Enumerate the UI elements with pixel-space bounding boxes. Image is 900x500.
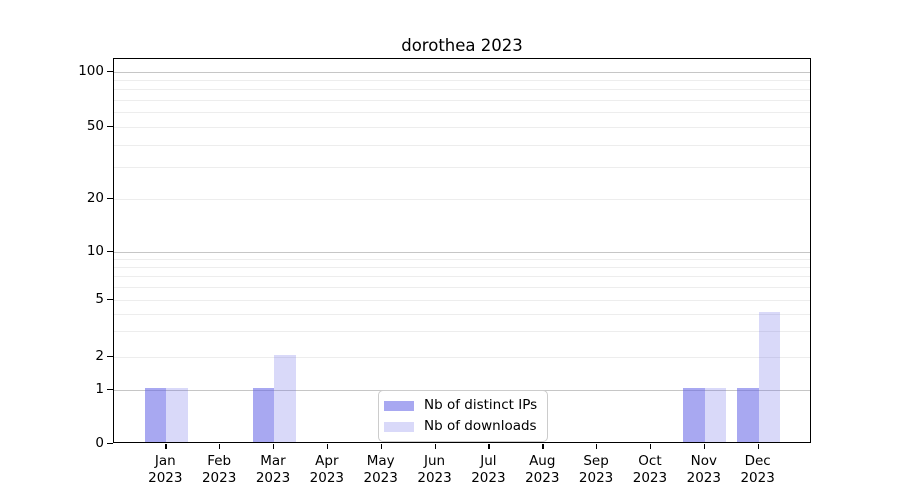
x-tick-mark-jan-2023 (165, 444, 167, 449)
x-tick-label-jan-2023: Jan 2023 (148, 453, 183, 486)
gridline-9 (114, 258, 810, 260)
y-tick-label-0: 0 (95, 435, 104, 451)
gridline-40 (114, 144, 810, 146)
x-tick-label-nov-2023: Nov 2023 (686, 453, 721, 486)
chart-title: dorothea 2023 (401, 36, 523, 55)
x-tick-label-dec-2023: Dec 2023 (740, 453, 775, 486)
legend-swatch-distinct-ips (384, 400, 414, 411)
bar-nb-of-distinct-ips-dec-2023 (737, 388, 759, 442)
legend-item-distinct-ips: Nb of distinct IPs (384, 397, 537, 414)
y-tick-label-2: 2 (95, 347, 104, 364)
y-tick-label-5: 5 (95, 291, 104, 307)
x-tick-mark-sep-2023 (596, 444, 598, 449)
x-tick-mark-aug-2023 (542, 444, 544, 449)
bar-nb-of-distinct-ips-jan-2023 (144, 388, 167, 442)
x-tick-label-mar-2023: Mar 2023 (255, 453, 291, 486)
gridline-50 (114, 127, 810, 128)
y-tick-mark-0 (107, 443, 113, 445)
x-tick-label-apr-2023: Apr 2023 (309, 453, 345, 486)
y-tick-label-20: 20 (86, 190, 104, 206)
gridline-3 (114, 331, 810, 333)
y-tick-label-50: 50 (86, 118, 104, 134)
legend-label-distinct-ips: Nb of distinct IPs (424, 397, 538, 413)
gridline-6 (114, 287, 810, 289)
gridline-70 (114, 100, 810, 102)
x-tick-mark-dec-2023 (757, 444, 759, 449)
y-tick-mark-100 (107, 70, 113, 72)
x-tick-mark-may-2023 (380, 444, 382, 449)
y-tick-label-1: 1 (95, 381, 104, 397)
x-tick-label-sep-2023: Sep 2023 (578, 453, 614, 486)
x-tick-label-oct-2023: Oct 2023 (632, 453, 668, 486)
gridline-60 (114, 112, 810, 114)
bar-nb-of-distinct-ips-mar-2023 (252, 388, 274, 442)
legend-swatch-downloads (384, 421, 414, 432)
bar-nb-of-downloads-nov-2023 (704, 388, 727, 442)
x-tick-label-aug-2023: Aug 2023 (525, 453, 560, 486)
y-tick-mark-5 (107, 299, 113, 301)
x-tick-label-jun-2023: Jun 2023 (417, 453, 452, 486)
x-tick-label-feb-2023: Feb 2023 (201, 453, 237, 486)
bar-nb-of-downloads-mar-2023 (274, 354, 296, 442)
gridline-8 (114, 267, 810, 269)
legend-label-downloads: Nb of downloads (424, 418, 537, 434)
x-tick-mark-mar-2023 (273, 444, 275, 449)
bar-nb-of-distinct-ips-nov-2023 (683, 388, 705, 442)
gridline-20 (114, 199, 810, 200)
gridline-10 (114, 251, 810, 253)
gridline-2 (114, 356, 810, 358)
gridline-90 (114, 79, 810, 81)
legend-item-downloads: Nb of downloads (384, 418, 537, 435)
gridline-4 (114, 313, 810, 315)
x-tick-label-jul-2023: Jul 2023 (471, 453, 506, 486)
x-tick-label-may-2023: May 2023 (363, 453, 398, 486)
gridline-7 (114, 276, 810, 278)
x-tick-mark-jun-2023 (434, 444, 436, 449)
y-tick-label-100: 100 (78, 62, 104, 79)
y-tick-mark-10 (107, 250, 113, 252)
bar-nb-of-downloads-jan-2023 (166, 388, 188, 442)
legend: Nb of distinct IPs Nb of downloads (378, 390, 549, 442)
gridline-100 (114, 71, 810, 73)
gridline-30 (114, 167, 810, 169)
y-tick-label-10: 10 (86, 242, 104, 259)
x-tick-mark-apr-2023 (326, 444, 329, 449)
y-tick-mark-20 (107, 198, 113, 200)
y-tick-mark-1 (107, 389, 113, 391)
y-tick-mark-50 (107, 126, 113, 128)
plot-area: Nb of distinct IPs Nb of downloads (113, 58, 811, 443)
y-tick-mark-2 (107, 355, 113, 357)
gridline-80 (114, 89, 810, 91)
x-tick-mark-jul-2023 (488, 444, 490, 449)
x-tick-mark-feb-2023 (219, 444, 221, 449)
x-tick-mark-nov-2023 (703, 444, 706, 449)
gridline-5 (114, 300, 810, 301)
x-tick-mark-oct-2023 (649, 444, 652, 449)
bar-nb-of-downloads-dec-2023 (758, 311, 781, 442)
